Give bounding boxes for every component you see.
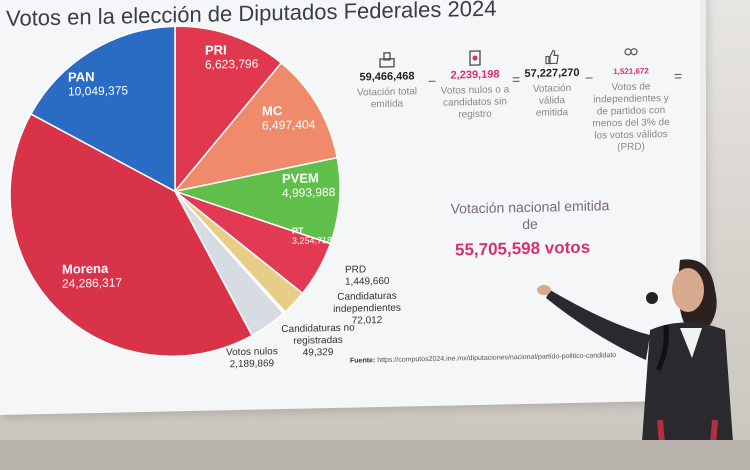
eq-total: 59,466,468 Votación total emitida <box>352 51 422 111</box>
eq-valida: 57,227,270 Votación válida emitida <box>522 48 582 120</box>
label-pan: PAN 10,049,375 <box>68 69 129 99</box>
pie-slice-mc <box>173 61 339 193</box>
foreground-audience-strip <box>0 440 750 470</box>
eq-nulos: 2,239,198 Votos nulos o a candidatos sin… <box>440 49 510 121</box>
equals-sign-2: = <box>674 67 683 84</box>
pie-slice-morena <box>9 112 254 358</box>
label-no-registradas: Candidaturas no registradas 49,329 <box>281 322 355 359</box>
presenter-figure <box>537 259 735 470</box>
label-pt: PT 3,254,718 <box>292 225 333 246</box>
document-icon <box>469 50 481 66</box>
pie-slice-pvem <box>172 156 341 245</box>
vote-equation: 59,466,468 Votación total emitida − 2,23… <box>352 46 682 203</box>
pie-slice-pri <box>174 25 283 194</box>
label-votos-nulos: Votos nulos 2,189,869 <box>226 346 278 371</box>
ballot-box-icon <box>379 52 395 68</box>
thumbs-up-icon <box>545 49 559 65</box>
eq-prd: 1,521,672 Votos de independientes y de p… <box>592 46 670 155</box>
label-prd: PRD 1,449,660 <box>345 264 390 288</box>
national-vote-label: Votación nacional emitida de <box>450 197 610 233</box>
label-pri: PRI 6,623,796 <box>205 42 259 72</box>
label-morena: Morena 24,286,317 <box>62 260 123 291</box>
minus-sign: − <box>428 72 437 90</box>
users-icon <box>624 48 638 56</box>
pie-chart <box>9 25 341 358</box>
pie-slice-pan <box>29 25 176 193</box>
label-pvem: PVEM 4,993,988 <box>282 170 336 201</box>
label-mc: MC 6,497,404 <box>262 103 316 133</box>
equals-sign: = <box>512 71 521 88</box>
projection-screen: Votos en la elección de Diputados Federa… <box>0 0 706 416</box>
